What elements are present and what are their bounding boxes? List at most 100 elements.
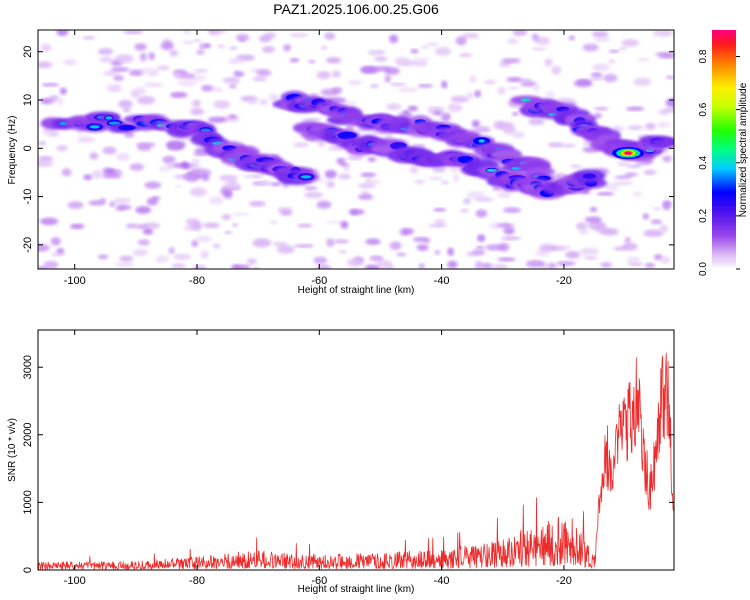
snr-x-tick-label: -60 <box>311 575 327 587</box>
spectrogram-speckle <box>40 43 52 52</box>
spectrogram-speckle <box>447 247 455 257</box>
spectrogram-speckle <box>614 175 633 180</box>
spectrogram-speckle <box>331 70 341 78</box>
spectrogram-speckle <box>506 76 523 83</box>
spectrogram-speckle <box>252 76 268 82</box>
spectrogram-speckle <box>608 59 615 64</box>
spectrogram-speckle <box>91 169 103 179</box>
spectrogram-speckle <box>474 126 491 133</box>
spectrogram-speckle <box>461 32 480 39</box>
snr-panel: -100 -80 -60 -40 -20 0 1000 2000 3000 Height of… <box>7 329 675 595</box>
spectrogram-speckle <box>202 222 220 229</box>
spectrogram-speckle <box>289 33 308 38</box>
spectrogram-speckle <box>102 146 117 155</box>
spectrogram-speckle <box>174 184 182 189</box>
spectrogram-speckle <box>123 130 135 138</box>
spectrogram-speckle <box>512 30 528 37</box>
spectrogram-ridge-bright <box>105 116 113 120</box>
spectrogram-speckle <box>594 107 609 111</box>
spectrogram-speckle <box>190 158 201 163</box>
snr-y-tick-label: 0 <box>22 567 34 573</box>
spectrogram-speckle <box>304 191 323 199</box>
spectrogram-speckle <box>617 161 631 167</box>
spectrogram-speckle <box>223 230 233 235</box>
spectrogram-speckle <box>258 35 272 43</box>
spectrogram-speckle <box>579 247 599 256</box>
spectrogram-speckle <box>269 182 282 187</box>
spectrogram-speckle <box>101 172 121 179</box>
spectrogram-speckle <box>158 166 173 172</box>
spectrogram-speckle <box>642 213 650 220</box>
spectrogram-speckle <box>555 245 572 251</box>
spectrogram-speckle <box>217 44 226 49</box>
spectrogram-speckle <box>326 238 335 247</box>
spectrogram-y-tick-label: 10 <box>22 94 34 106</box>
spectrogram-speckle <box>135 86 147 96</box>
spectrogram-speckle <box>56 30 69 37</box>
spectrogram-speckle <box>584 216 602 223</box>
spectrogram-speckle <box>659 256 671 264</box>
snr-x-tick-label: -80 <box>189 575 205 587</box>
spectrogram-speckle <box>396 252 407 257</box>
spectrogram-speckle <box>412 57 431 61</box>
spectrogram-speckle <box>61 168 72 177</box>
spectrogram-y-tick-label: -10 <box>22 189 34 205</box>
spectrogram-speckle <box>195 235 213 243</box>
spectrogram-speckle <box>450 95 469 103</box>
spectrogram-speckle <box>313 256 328 265</box>
spectrogram-speckle <box>272 241 288 247</box>
spectrogram-speckle <box>173 253 192 261</box>
spectrogram-speckle <box>207 116 227 123</box>
spectrogram-speckle <box>338 173 351 180</box>
spectrogram-speckle <box>621 39 640 47</box>
spectrogram-speckle <box>659 224 669 233</box>
spectrogram-speckle <box>603 73 618 83</box>
spectrogram-speckle <box>148 52 156 61</box>
spectrogram-speckle <box>143 222 161 229</box>
spectrogram-ridge-core <box>582 173 597 179</box>
spectrogram-speckle <box>416 244 429 251</box>
spectrogram-speckle <box>191 240 199 248</box>
spectrogram-speckle <box>613 180 633 186</box>
spectrogram-y-ticks: -20 -10 0 10 20 <box>22 46 674 253</box>
spectrogram-speckle <box>545 90 556 98</box>
spectrogram-speckle <box>613 126 626 131</box>
spectrogram-speckle <box>70 223 85 230</box>
spectrogram-speckle <box>497 257 516 262</box>
spectrogram-speckle <box>347 155 364 161</box>
spectrogram-speckle <box>652 206 662 211</box>
snr-x-tick-label: -40 <box>434 575 450 587</box>
spectrogram-speckle <box>596 192 615 196</box>
spectrogram-speckle <box>666 75 674 80</box>
colorbar-tick-label: 0.0 <box>698 262 709 276</box>
spectrogram-speckle <box>413 237 431 243</box>
spectrogram-speckle <box>316 71 331 80</box>
spectrogram-speckle <box>253 174 264 179</box>
spectrogram-speckle <box>170 91 188 98</box>
spectrogram-speckle <box>38 266 48 269</box>
spectrogram-speckle <box>231 264 251 269</box>
spectrogram-x-tick-label: -60 <box>311 275 327 287</box>
spectrogram-speckle <box>219 174 238 182</box>
spectrogram-speckle <box>428 176 444 181</box>
spectrogram-speckle <box>432 165 447 173</box>
spectrogram-speckle <box>151 196 161 200</box>
spectrogram-ridge-halo <box>526 167 555 176</box>
spectrogram-speckle <box>475 209 488 218</box>
spectrogram-speckle <box>169 49 179 57</box>
spectrogram-speckle <box>136 96 156 105</box>
spectrogram-speckle <box>402 228 415 235</box>
spectrogram-speckle <box>257 180 272 186</box>
snr-x-ticks: -100 -80 -60 -40 -20 <box>64 330 572 587</box>
spectrogram-speckle <box>56 144 68 152</box>
spectrogram-speckle <box>189 162 200 169</box>
spectrogram-x-axis-label: Height of straight line (km) <box>298 285 415 296</box>
spectrogram-speckle <box>357 183 376 189</box>
spectrogram-frame <box>37 29 675 270</box>
snr-x-tick-label: -100 <box>64 575 86 587</box>
spectrogram-speckle <box>177 79 198 87</box>
spectrogram-speckle <box>261 46 275 53</box>
spectrogram-speckle <box>336 157 346 165</box>
spectrogram-speckle <box>43 260 59 269</box>
